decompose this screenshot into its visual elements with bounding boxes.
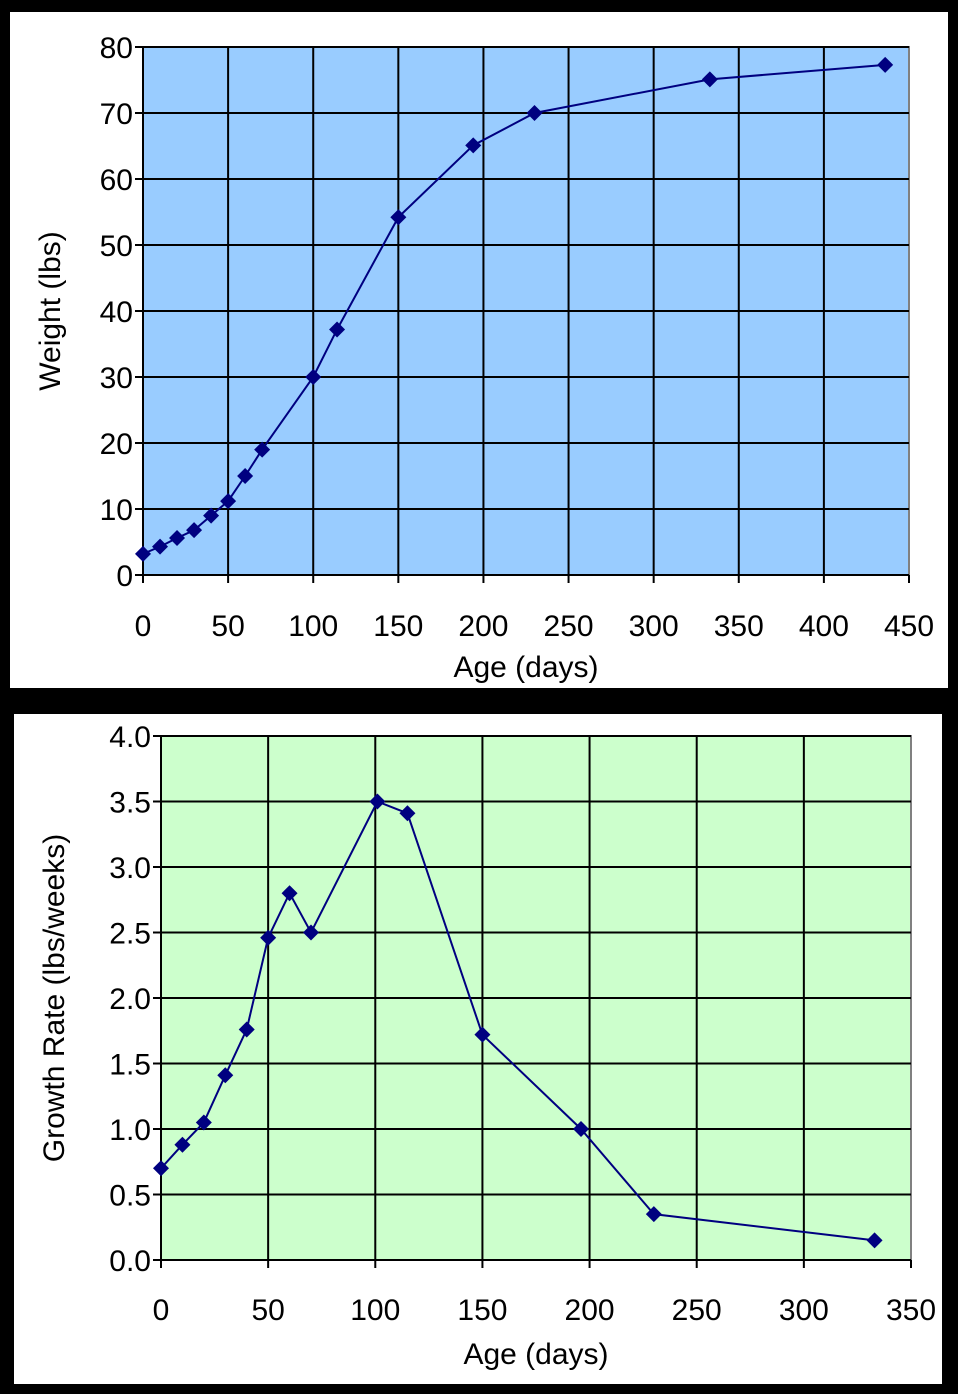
x-axis-title: Age (days)	[453, 651, 598, 684]
data-point-marker	[305, 369, 322, 385]
data-point-marker	[281, 885, 298, 902]
data-point-marker	[877, 56, 894, 73]
data-point-marker	[866, 1232, 883, 1249]
gridlines	[143, 46, 909, 575]
y-tick-label: 60	[100, 164, 133, 197]
x-tick-label: 300	[629, 610, 679, 643]
y-tick-label: 2.5	[109, 918, 151, 951]
data-point-marker	[237, 468, 254, 484]
y-tick-label: 3.5	[109, 787, 151, 820]
x-tick-label: 150	[373, 610, 423, 643]
y-tick-label: 0.0	[109, 1245, 151, 1278]
y-tick-label: 80	[100, 32, 133, 65]
x-tick-label: 200	[458, 610, 508, 643]
y-tick-label: 3.0	[109, 852, 151, 885]
data-point-marker	[526, 105, 543, 121]
gridlines	[161, 735, 911, 1260]
x-tick-label: 50	[251, 1294, 284, 1327]
y-tick-label: 30	[100, 362, 133, 395]
data-point-marker	[645, 1206, 662, 1223]
data-point-marker	[220, 493, 237, 510]
x-tick-label: 150	[457, 1294, 507, 1327]
weight-chart-panel: 0 10 20 30 40 50 60 70 80 0 50 100 150 200 250 300 350 40…	[10, 12, 948, 688]
x-tick-label: 250	[544, 610, 594, 643]
data-point-marker	[701, 71, 718, 88]
y-axis-title: Growth Rate (lbs/weeks)	[38, 834, 71, 1162]
x-tick-label: 400	[799, 610, 849, 643]
data-point-marker	[152, 538, 169, 555]
data-point-marker	[174, 1136, 191, 1153]
y-axis-title: Weight (lbs)	[34, 231, 67, 391]
data-point-marker	[390, 209, 407, 226]
y-tick-label: 2.0	[109, 983, 151, 1016]
y-tick-label: 40	[100, 296, 133, 329]
x-tick-label: 450	[884, 610, 934, 643]
x-tick-label: 250	[672, 1294, 722, 1327]
series-line	[160, 800, 875, 1242]
x-tick-label: 300	[779, 1294, 829, 1327]
x-tick-label: 0	[135, 610, 152, 643]
x-tick-label: 200	[565, 1294, 615, 1327]
data-point-marker	[465, 137, 482, 154]
x-tick-label: 350	[886, 1294, 936, 1327]
y-tick-label: 4.0	[109, 721, 151, 754]
data-point-marker	[186, 522, 203, 539]
x-tick-label: 100	[288, 610, 338, 643]
data-point-marker	[303, 924, 319, 941]
y-tick-label: 1.5	[109, 1049, 151, 1082]
y-tick-label: 1.0	[109, 1114, 151, 1147]
data-point-marker	[369, 793, 386, 810]
x-tick-label: 0	[153, 1294, 170, 1327]
data-point-marker	[329, 321, 346, 338]
data-point-marker	[399, 805, 416, 822]
growth-rate-chart-panel: 0.0 0.5 1.0 1.5 2.0 2.5 3.0 3.5 4.0 0 50 100 150 200 2…	[14, 714, 942, 1384]
data-point-marker	[217, 1067, 234, 1084]
x-tick-label: 50	[211, 610, 244, 643]
y-tick-label: 0.5	[109, 1180, 151, 1213]
data-point-marker	[153, 1160, 169, 1177]
data-point-marker	[474, 1026, 491, 1043]
y-tick-label: 70	[100, 98, 133, 131]
y-tick-label: 0	[116, 560, 133, 593]
data-point-marker	[203, 507, 220, 524]
y-tick-label: 50	[100, 230, 133, 263]
data-point-marker	[260, 929, 277, 946]
x-tick-label: 100	[350, 1294, 400, 1327]
data-point-marker	[135, 545, 151, 562]
y-tick-label: 20	[100, 428, 133, 461]
data-point-marker	[573, 1121, 589, 1137]
x-tick-label: 350	[714, 610, 764, 643]
data-point-marker	[254, 441, 271, 458]
growth-rate-chart: 0.0 0.5 1.0 1.5 2.0 2.5 3.0 3.5 4.0 0 50 100 150 200 2…	[38, 721, 936, 1371]
weight-chart: 0 10 20 30 40 50 60 70 80 0 50 100 150 200 250 300 350 40…	[34, 32, 934, 684]
x-axis-title: Age (days)	[463, 1338, 608, 1371]
y-tick-label: 10	[100, 494, 133, 527]
data-point-marker	[195, 1114, 212, 1131]
data-point-marker	[169, 530, 186, 547]
